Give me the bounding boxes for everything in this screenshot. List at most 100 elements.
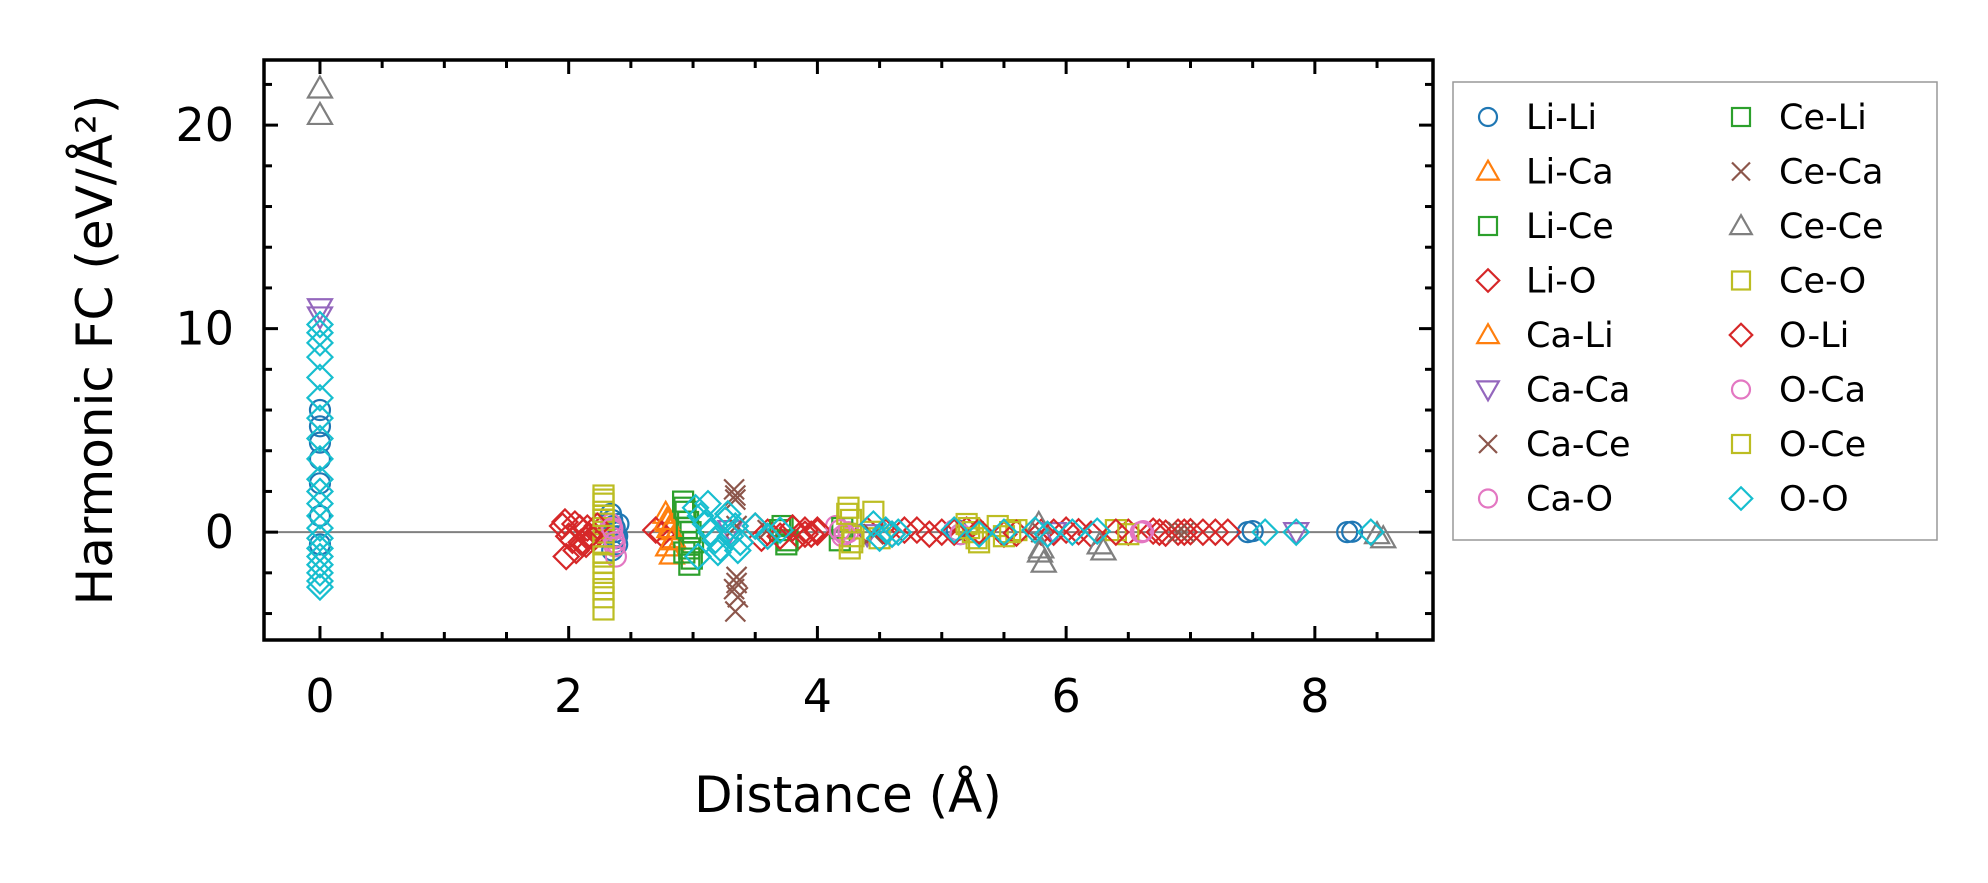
data-point: [305, 444, 335, 473]
legend-entry: Ca-Ce: [1478, 425, 1631, 465]
legend-label: Ce-Ce: [1779, 207, 1884, 247]
data-point: [989, 518, 1019, 547]
data-point: [305, 424, 335, 453]
legend-marker: [1730, 270, 1752, 291]
legend-label: Ca-Ca: [1526, 371, 1630, 411]
data-point: [305, 514, 335, 543]
data-point: [727, 586, 749, 609]
data-point: [1058, 518, 1087, 547]
data-point: [592, 586, 615, 609]
y-axis-label: Harmonic FC (eV/Å²): [66, 95, 124, 606]
legend-marker: [1728, 212, 1754, 236]
data-point: [965, 520, 994, 549]
data-point: [915, 520, 944, 549]
data-point: [305, 566, 335, 596]
data-point: [308, 398, 332, 422]
data-point: [1282, 522, 1311, 547]
legend-marker: [1731, 161, 1751, 182]
data-point: [1213, 518, 1242, 547]
data-point: [723, 478, 745, 501]
data-point: [1139, 517, 1168, 546]
data-point: [603, 531, 626, 554]
data-point: [842, 525, 865, 548]
legend-marker: [1728, 322, 1754, 348]
legend-marker: [1478, 434, 1498, 454]
legend-label: O-Ce: [1779, 425, 1866, 465]
data-point: [305, 550, 335, 579]
legend-entry: Ce-Ca: [1731, 153, 1884, 193]
x-tick-label: 2: [554, 669, 583, 723]
data-point: [305, 310, 335, 339]
legend-entry: Ce-Li: [1730, 98, 1867, 138]
data-point: [790, 516, 820, 545]
data-point: [838, 537, 861, 560]
legend-entry: Ce-Ce: [1728, 207, 1884, 247]
x-tick-label: 6: [1051, 669, 1080, 723]
legend-box: [1452, 81, 1938, 541]
legend-label: O-Ca: [1779, 371, 1866, 411]
data-point: [306, 74, 334, 99]
data-point: [305, 343, 335, 372]
legend-marker: [1730, 379, 1752, 400]
data-point: [1024, 509, 1053, 535]
data-point: [726, 528, 755, 557]
data-point: [305, 363, 335, 392]
legend: Li-Li Li-Ca Li-Ce Li-O Ca-Li Ca-Ca Ca-Ce Ca-O Ce…: [1452, 81, 1938, 541]
data-point: [592, 488, 615, 511]
data-point: [1341, 520, 1364, 543]
x-tick-label: 0: [305, 669, 334, 723]
x-tick-label: 4: [803, 669, 832, 723]
data-point: [658, 540, 686, 565]
legend-entry: Li-Ce: [1477, 207, 1614, 247]
data-point: [884, 518, 913, 547]
legend-label: Li-Li: [1526, 98, 1597, 138]
y-tick-label: 0: [205, 505, 234, 559]
data-point: [592, 598, 615, 621]
data-point: [308, 431, 332, 454]
data-point: [308, 415, 332, 438]
legend-marker: [1477, 215, 1499, 237]
data-point: [306, 100, 334, 126]
x-axis-label: Distance (Å): [694, 766, 1002, 824]
data-point: [680, 547, 703, 570]
legend-entry: Ca-O: [1477, 480, 1613, 520]
data-point: [1251, 518, 1280, 547]
series-Ca-Ca: [306, 298, 1311, 549]
legend-label: O-O: [1779, 480, 1849, 520]
series-O-Ca: [601, 516, 1154, 554]
data-point: [992, 525, 1016, 548]
data-point: [828, 519, 851, 542]
data-point: [678, 553, 701, 576]
data-point: [552, 542, 581, 571]
legend-entry: Li-O: [1475, 262, 1596, 302]
legend-label: Ca-Li: [1526, 316, 1614, 356]
data-point: [562, 536, 591, 565]
ticks-layer: 0 2 4 6 8 0 10 20: [175, 60, 1433, 723]
data-point: [940, 516, 969, 545]
data-point: [1188, 518, 1217, 547]
legend-marker: [1475, 158, 1501, 181]
legend-label: Li-Ce: [1526, 207, 1614, 247]
data-point: [305, 318, 335, 347]
data-point: [766, 516, 795, 545]
data-point: [1282, 518, 1311, 547]
data-point: [1356, 518, 1385, 547]
legend-label: Ce-O: [1779, 262, 1866, 302]
data-points-layer: [305, 74, 1398, 623]
data-point: [305, 404, 335, 433]
data-point: [877, 520, 907, 549]
data-point: [862, 500, 885, 523]
data-point: [604, 545, 628, 568]
data-point: [1117, 523, 1140, 546]
data-point: [837, 496, 860, 519]
legend-entry: Ca-Li: [1475, 316, 1614, 356]
legend-entry: Li-Li: [1477, 98, 1597, 138]
data-point: [1052, 516, 1081, 545]
data-point: [592, 578, 615, 601]
data-point: [803, 516, 832, 545]
data-point: [871, 516, 900, 545]
data-point: [724, 488, 747, 511]
legend-entry: O-Ce: [1730, 425, 1866, 465]
data-point: [653, 505, 681, 531]
